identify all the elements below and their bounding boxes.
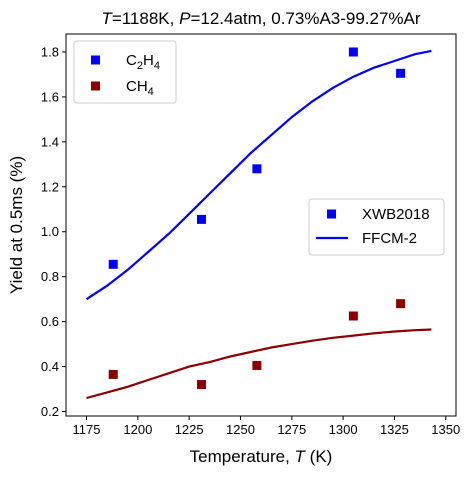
x-tick-label: 1325 (380, 422, 409, 437)
legend-source: XWB2018 FFCM-2 (308, 198, 445, 256)
data-point (348, 311, 358, 321)
y-tick-label: 1.2 (41, 179, 59, 194)
y-axis: 0.2 0.4 0.6 0.8 1.0 1.2 1.4 1.6 1.8 (41, 44, 66, 419)
x-tick-label: 1175 (73, 422, 101, 437)
x-axis: 1175 1200 1225 1250 1275 1300 1325 1350 (73, 416, 460, 437)
x-tick-label: 1225 (175, 422, 204, 437)
legend-species: C2H4 CH4 (73, 40, 177, 104)
y-axis-title: Yield at 0.5ms (%) (7, 156, 26, 294)
data-point (252, 164, 262, 174)
y-tick-label: 0.6 (41, 314, 59, 329)
x-tick-label: 1200 (123, 422, 152, 437)
series-line (85, 49, 432, 301)
legend-marker (327, 209, 336, 219)
data-point (252, 360, 262, 370)
x-axis-title: Temperature, T (K) (190, 447, 333, 466)
series-line (86, 328, 432, 400)
x-tick-label: 1350 (431, 422, 460, 437)
legend-frame (308, 198, 445, 256)
y-tick-label: 0.2 (41, 404, 59, 419)
x-tick-label: 1300 (329, 422, 358, 437)
legend-marker (91, 55, 100, 65)
data-point (108, 259, 118, 269)
y-tick-label: 1.4 (41, 134, 59, 149)
data-point (196, 380, 206, 390)
chart-title: T=1188K, P=12.4atm, 0.73%A3-99.27%Ar (101, 9, 420, 28)
legend-label: CH4 (126, 78, 154, 98)
x-tick-label: 1250 (226, 422, 255, 437)
legend-label: C2H4 (126, 52, 160, 72)
legend-frame (73, 40, 177, 104)
data-point (108, 369, 118, 379)
y-tick-label: 0.4 (41, 359, 59, 374)
series-layer (85, 47, 432, 400)
legend-label: FFCM-2 (362, 230, 417, 247)
data-point (396, 299, 406, 309)
x-tick-label: 1275 (277, 422, 306, 437)
y-tick-label: 1.0 (41, 224, 59, 239)
legend-label: XWB2018 (362, 206, 430, 223)
y-tick-label: 0.8 (41, 269, 59, 284)
y-tick-label: 1.6 (41, 89, 59, 104)
data-point (396, 68, 406, 78)
data-point (196, 214, 206, 224)
legend-marker (91, 81, 100, 91)
plot-frame (65, 33, 457, 417)
y-tick-label: 1.8 (41, 44, 59, 59)
data-point (348, 47, 358, 57)
